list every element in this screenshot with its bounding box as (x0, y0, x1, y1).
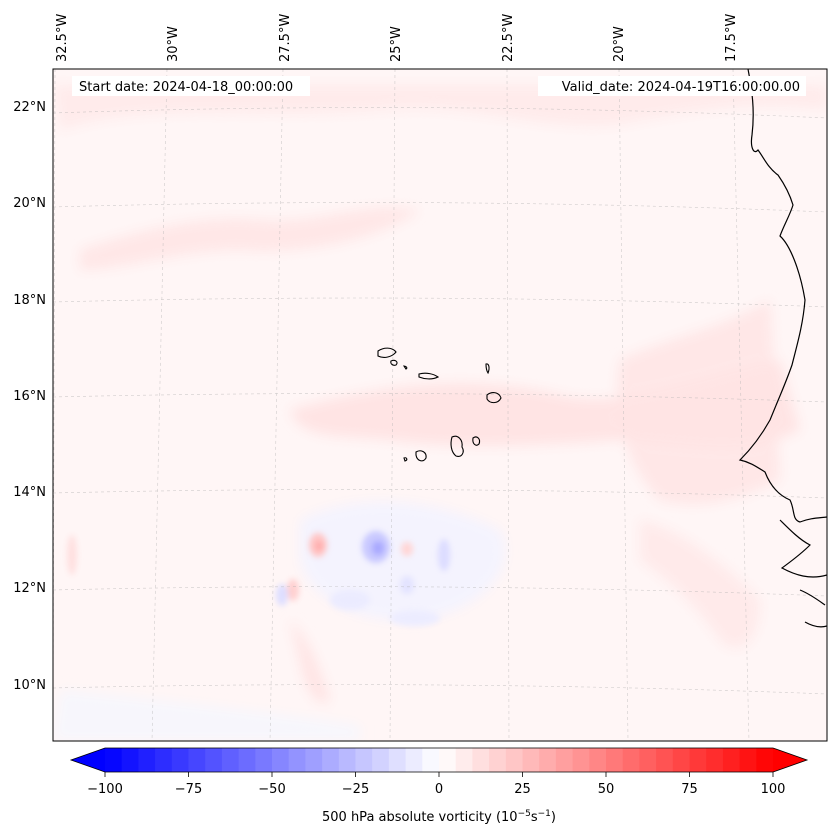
colorbar-cell (555, 748, 574, 772)
colorbar-cell (606, 748, 624, 772)
colorbar-cell (188, 748, 206, 772)
colorbar-cell (288, 748, 306, 772)
vorticity-cores (67, 531, 450, 626)
colorbar-cell (656, 748, 674, 772)
colorbar-tick-label: 50 (598, 782, 615, 797)
colorbar-cell (305, 748, 323, 772)
lat-label: 18°N (13, 293, 46, 308)
lon-label: 27.5°W (278, 14, 293, 62)
colorbar-cell (221, 748, 240, 772)
colorbar-cell (622, 748, 640, 772)
coastline (738, 69, 827, 628)
lon-label: 20°W (612, 26, 627, 62)
colorbar-cell (505, 748, 524, 772)
latitude-labels: 22°N 20°N 18°N 16°N 14°N 12°N 10°N (13, 100, 46, 693)
colorbar-cell (672, 748, 691, 772)
colorbar-tick-label: −75 (175, 782, 202, 797)
colorbar-cell (205, 748, 223, 772)
colorbar-tick-label: −100 (87, 782, 123, 797)
colorbar-cell (589, 748, 607, 772)
colorbar-cell (238, 748, 256, 772)
colorbar-cell (355, 748, 373, 772)
colorbar-cell (138, 748, 156, 772)
lat-label: 12°N (13, 581, 46, 596)
valid-date-label: Valid_date: 2024-04-19T16:00:00.00 (562, 80, 800, 95)
lon-label: 30°W (166, 26, 181, 62)
colorbar-cell (338, 748, 357, 772)
colorbar-title: 500 hPa absolute vorticity (10−5s−1) (322, 809, 556, 825)
colorbar-cell (572, 748, 590, 772)
colorbar-cell (155, 748, 173, 772)
lon-label: 17.5°W (724, 14, 739, 62)
start-date-box (72, 76, 310, 96)
colorbar-cell (455, 748, 473, 772)
colorbar-ticks: −100 −75 −50 −25 0 25 50 75 100 (87, 772, 785, 797)
colorbar-cell (439, 748, 457, 772)
lat-label: 20°N (13, 196, 46, 211)
colorbar-tick-label: 0 (435, 782, 443, 797)
start-date-label: Start date: 2024-04-18_00:00:00 (79, 80, 293, 95)
colorbar-tick-label: −50 (258, 782, 285, 797)
colorbar-cells (105, 748, 774, 772)
colorbar-cell (322, 748, 340, 772)
colorbar-cell (489, 748, 507, 772)
colorbar-cell (706, 748, 724, 772)
colorbar: −100 −75 −50 −25 0 25 50 75 100 500 hPa absolute… (69, 747, 809, 825)
colorbar-cell (121, 748, 139, 772)
lon-label: 22.5°W (501, 14, 516, 62)
lat-label: 10°N (13, 678, 46, 693)
map-frame (52, 68, 828, 742)
colorbar-cell (522, 748, 540, 772)
colorbar-cell (689, 748, 707, 772)
colorbar-cell (472, 748, 490, 772)
colorbar-cell (739, 748, 757, 772)
colorbar-cell (272, 748, 290, 772)
colorbar-cell (539, 748, 557, 772)
lon-label: 32.5°W (55, 14, 70, 62)
colorbar-cell (171, 748, 190, 772)
colorbar-max-arrow (773, 748, 807, 772)
lon-label: 25°W (389, 26, 404, 62)
colorbar-min-arrow (71, 748, 105, 772)
colorbar-cell (255, 748, 273, 772)
cape-verde-islands (377, 347, 502, 462)
lat-label: 14°N (13, 485, 46, 500)
colorbar-tick-label: −25 (342, 782, 369, 797)
valid-date-box (538, 76, 806, 96)
colorbar-cell (372, 748, 390, 772)
lat-label: 22°N (13, 100, 46, 115)
colorbar-cell (405, 748, 423, 772)
colorbar-cell (639, 748, 657, 772)
colorbar-tick-label: 25 (514, 782, 531, 797)
colorbar-tick-label: 75 (681, 782, 698, 797)
longitude-labels: 32.5°W 30°W 27.5°W 25°W 22.5°W 20°W 17.5… (55, 14, 739, 62)
colorbar-cell (105, 748, 123, 772)
lat-label: 16°N (13, 389, 46, 404)
colorbar-cell (722, 748, 741, 772)
colorbar-tick-label: 100 (761, 782, 786, 797)
colorbar-cell (756, 748, 774, 772)
map-panel (53, 69, 827, 741)
colorbar-cell (388, 748, 407, 772)
colorbar-cell (422, 748, 440, 772)
